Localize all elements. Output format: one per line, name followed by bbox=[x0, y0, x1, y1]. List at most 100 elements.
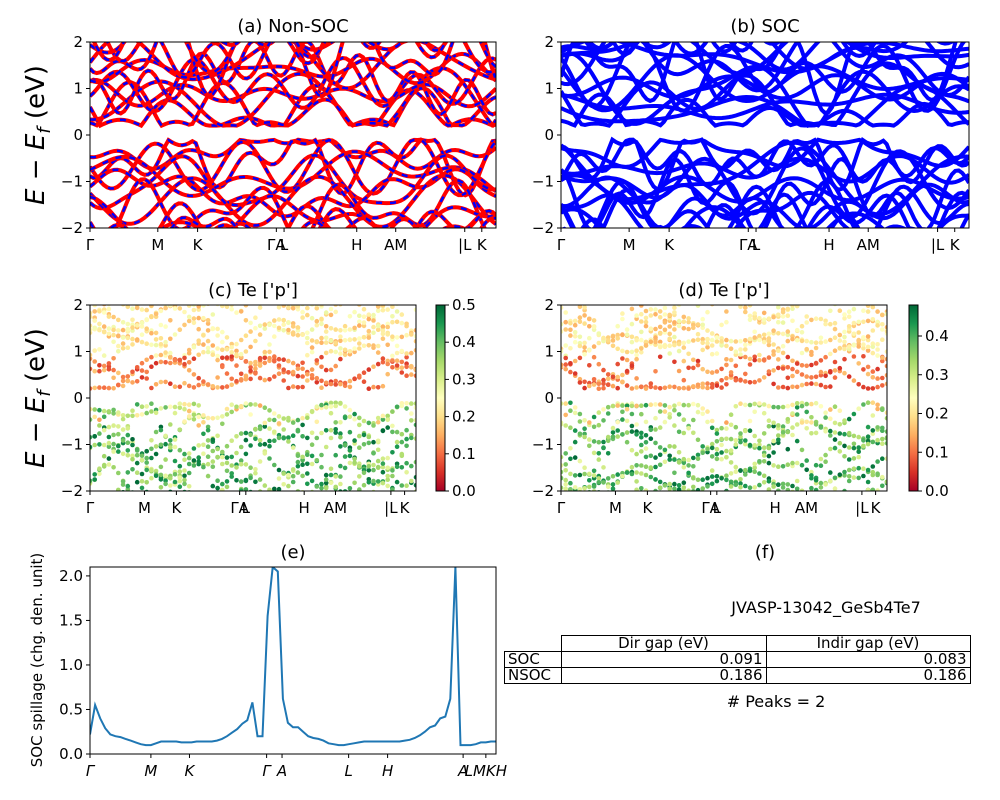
projection-point bbox=[653, 312, 658, 317]
projection-point bbox=[238, 337, 244, 343]
projection-point bbox=[700, 258, 705, 263]
projection-point bbox=[762, 499, 767, 504]
projection-point bbox=[634, 287, 639, 292]
projection-point bbox=[856, 330, 861, 335]
projection-point bbox=[719, 544, 724, 549]
projection-point bbox=[794, 401, 800, 406]
projection-point bbox=[624, 357, 630, 363]
projection-point bbox=[672, 384, 677, 390]
projection-point bbox=[865, 318, 871, 324]
projection-point bbox=[380, 324, 386, 329]
projection-point bbox=[875, 459, 880, 464]
projection-point bbox=[875, 271, 880, 276]
projection-point bbox=[120, 335, 126, 340]
projection-point bbox=[248, 432, 253, 438]
projection-point bbox=[743, 483, 748, 489]
projection-point bbox=[134, 305, 140, 311]
projection-point bbox=[225, 530, 230, 535]
projection-point bbox=[196, 326, 201, 332]
projection-point bbox=[276, 486, 282, 491]
projection-point bbox=[168, 476, 173, 481]
projection-point bbox=[291, 240, 296, 245]
panel-a-title: (a) Non-SOC bbox=[237, 16, 348, 37]
projection-point bbox=[828, 470, 833, 475]
projection-point bbox=[357, 336, 362, 341]
projection-point bbox=[229, 463, 234, 468]
projection-point bbox=[794, 422, 800, 427]
projection-point bbox=[738, 511, 743, 516]
projection-point bbox=[643, 440, 649, 445]
projection-point bbox=[686, 386, 691, 391]
projection-point bbox=[748, 265, 753, 270]
projection-point bbox=[573, 286, 578, 291]
projection-point bbox=[870, 464, 876, 469]
projection-point bbox=[794, 361, 800, 366]
projection-point bbox=[244, 520, 249, 525]
projection-point bbox=[196, 497, 201, 502]
projection-point bbox=[342, 338, 348, 343]
projection-point bbox=[733, 363, 739, 369]
projection-point bbox=[813, 340, 819, 346]
projection-point bbox=[224, 455, 230, 460]
projection-point bbox=[295, 366, 301, 372]
projection-point bbox=[700, 243, 705, 248]
projection-point bbox=[163, 441, 168, 447]
projection-point bbox=[832, 420, 838, 426]
projection-point bbox=[149, 276, 154, 281]
projection-point bbox=[177, 475, 183, 481]
projection-point bbox=[828, 277, 833, 282]
projection-point bbox=[591, 439, 597, 444]
projection-point bbox=[116, 512, 121, 517]
projection-point bbox=[870, 439, 876, 445]
projection-point bbox=[348, 297, 353, 302]
projection-point bbox=[851, 306, 857, 312]
projection-point bbox=[653, 519, 658, 524]
projection-point bbox=[272, 318, 277, 323]
projection-point bbox=[828, 551, 833, 556]
projection-point bbox=[842, 418, 847, 423]
projection-point bbox=[205, 473, 211, 479]
projection-point bbox=[851, 475, 857, 480]
projection-point bbox=[738, 267, 743, 272]
projection-point bbox=[748, 503, 753, 508]
projection-point bbox=[644, 564, 649, 569]
projection-point bbox=[686, 504, 691, 509]
projection-point bbox=[130, 506, 135, 511]
projection-point bbox=[375, 464, 381, 470]
projection-point bbox=[258, 504, 263, 509]
projection-point bbox=[578, 509, 583, 514]
projection-point bbox=[395, 494, 400, 499]
projection-point bbox=[234, 262, 239, 267]
projection-point bbox=[838, 281, 843, 286]
projection-point bbox=[681, 456, 687, 462]
projection-point bbox=[243, 374, 249, 379]
projection-point bbox=[206, 230, 211, 235]
projection-point bbox=[381, 547, 386, 552]
projection-point bbox=[601, 282, 606, 287]
projection-point bbox=[367, 495, 372, 500]
projection-point bbox=[342, 323, 348, 329]
projection-point bbox=[573, 282, 578, 287]
projection-point bbox=[262, 355, 268, 361]
x-tick-label: ΓA bbox=[701, 499, 720, 517]
projection-point bbox=[800, 542, 805, 547]
projection-point bbox=[262, 377, 268, 383]
projection-point bbox=[409, 534, 414, 539]
projection-point bbox=[191, 385, 197, 390]
projection-point bbox=[880, 259, 885, 264]
projection-point bbox=[149, 265, 154, 270]
projection-point bbox=[597, 549, 602, 554]
projection-point bbox=[186, 383, 192, 389]
projection-point bbox=[144, 307, 149, 313]
projection-point bbox=[134, 452, 140, 458]
projection-point bbox=[828, 416, 833, 422]
projection-point bbox=[615, 528, 620, 533]
projection-point bbox=[366, 343, 372, 348]
projection-point bbox=[743, 231, 748, 236]
projection-point bbox=[371, 296, 376, 301]
projection-point bbox=[838, 534, 843, 539]
projection-point bbox=[686, 426, 691, 431]
projection-point bbox=[644, 234, 649, 239]
projection-point bbox=[106, 434, 112, 440]
projection-point bbox=[563, 362, 568, 367]
